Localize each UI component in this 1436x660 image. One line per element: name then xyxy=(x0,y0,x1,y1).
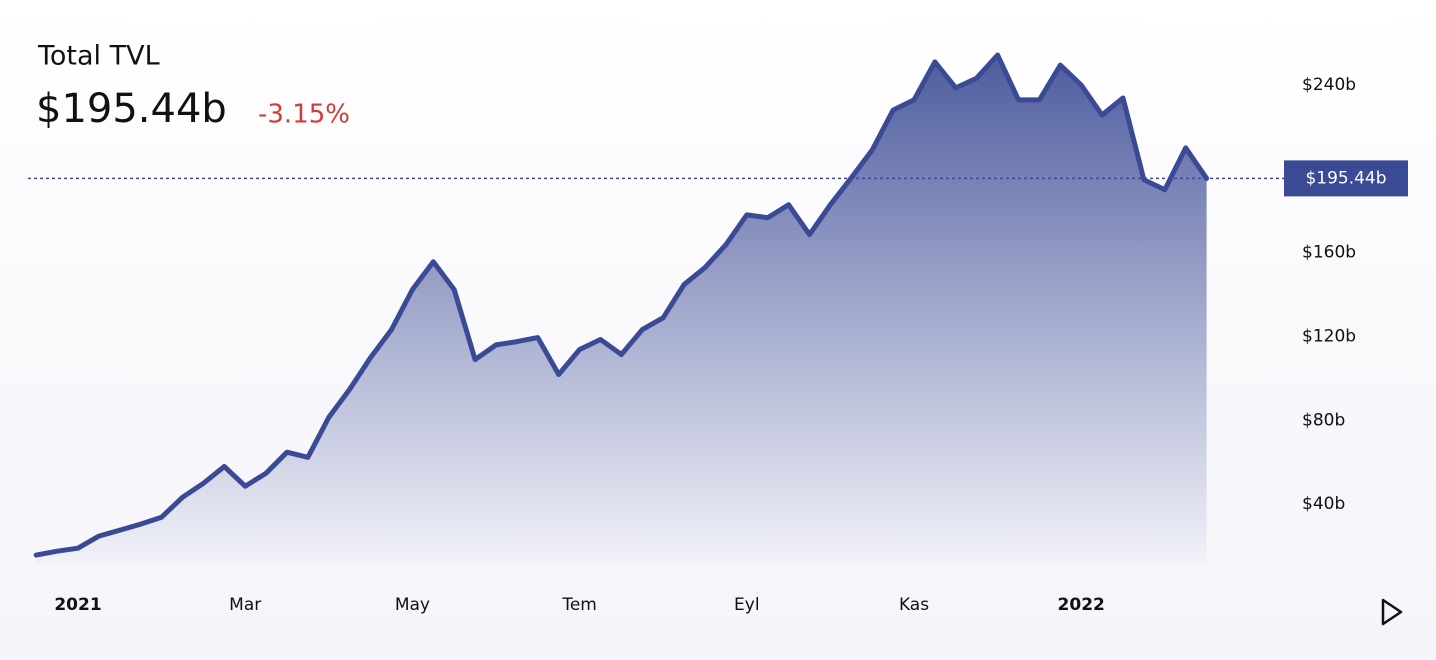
y-tick-label: $160b xyxy=(1302,243,1356,263)
area-fill xyxy=(36,55,1207,565)
change: -3.15% xyxy=(258,100,350,130)
x-tick-label: Kas xyxy=(899,595,929,615)
current-tag xyxy=(1284,160,1408,197)
y-tick-label: $40b xyxy=(1302,494,1345,514)
x-tick-label: Eyl xyxy=(734,595,760,615)
x-tick-label: Tem xyxy=(561,595,597,615)
plot xyxy=(33,52,1210,565)
y-tick-label: $120b xyxy=(1302,327,1356,347)
y-tick-label: $240b xyxy=(1302,75,1356,95)
y-tick-label: $80b xyxy=(1302,410,1345,430)
chart-title: Total TVL xyxy=(37,41,160,72)
x-tick-label: Mar xyxy=(229,595,261,615)
line xyxy=(33,52,1210,558)
play-button[interactable] xyxy=(1381,598,1403,626)
x-tick-label: 2022 xyxy=(1058,595,1105,615)
x-tick-label: May xyxy=(395,595,430,615)
current-tag-label: $195.44b xyxy=(1305,168,1386,188)
x-tick-label: 2021 xyxy=(54,595,101,615)
current-value: $195.44b xyxy=(36,86,227,132)
